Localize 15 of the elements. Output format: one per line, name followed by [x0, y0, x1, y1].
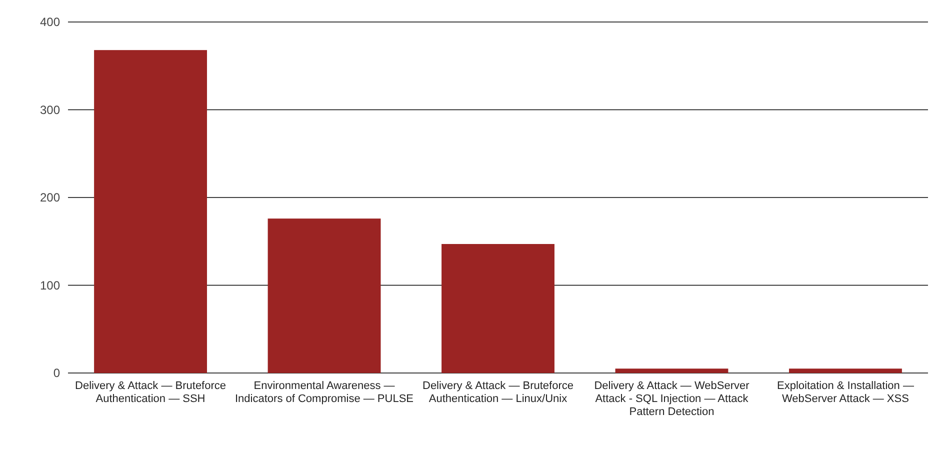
x-tick-label: Delivery & Attack — WebServer Attack - SQL Injection — Attack Pattern Detection — [594, 380, 750, 418]
y-tick-label: 0 — [53, 366, 60, 380]
x-tick-label: Delivery & Attack — Bruteforce Authentication — SSH — [75, 380, 226, 405]
bar — [615, 368, 728, 373]
y-tick-label: 400 — [40, 15, 60, 30]
x-tick-label: Exploitation & Installation — WebServer Attack — XSS — [776, 380, 914, 405]
bar — [94, 50, 207, 373]
bar — [789, 368, 902, 373]
bar — [268, 218, 381, 373]
y-tick-label: 100 — [40, 278, 60, 292]
y-tick-label: 300 — [40, 102, 60, 117]
bar — [442, 244, 554, 373]
y-tick-label: 200 — [40, 190, 60, 205]
x-tick-label: Environmental Awareness — Indicators of Compromise — PULSE — [235, 380, 414, 405]
x-tick-label: Delivery & Attack — Bruteforce Authentication — Linux/Unix — [422, 380, 574, 405]
